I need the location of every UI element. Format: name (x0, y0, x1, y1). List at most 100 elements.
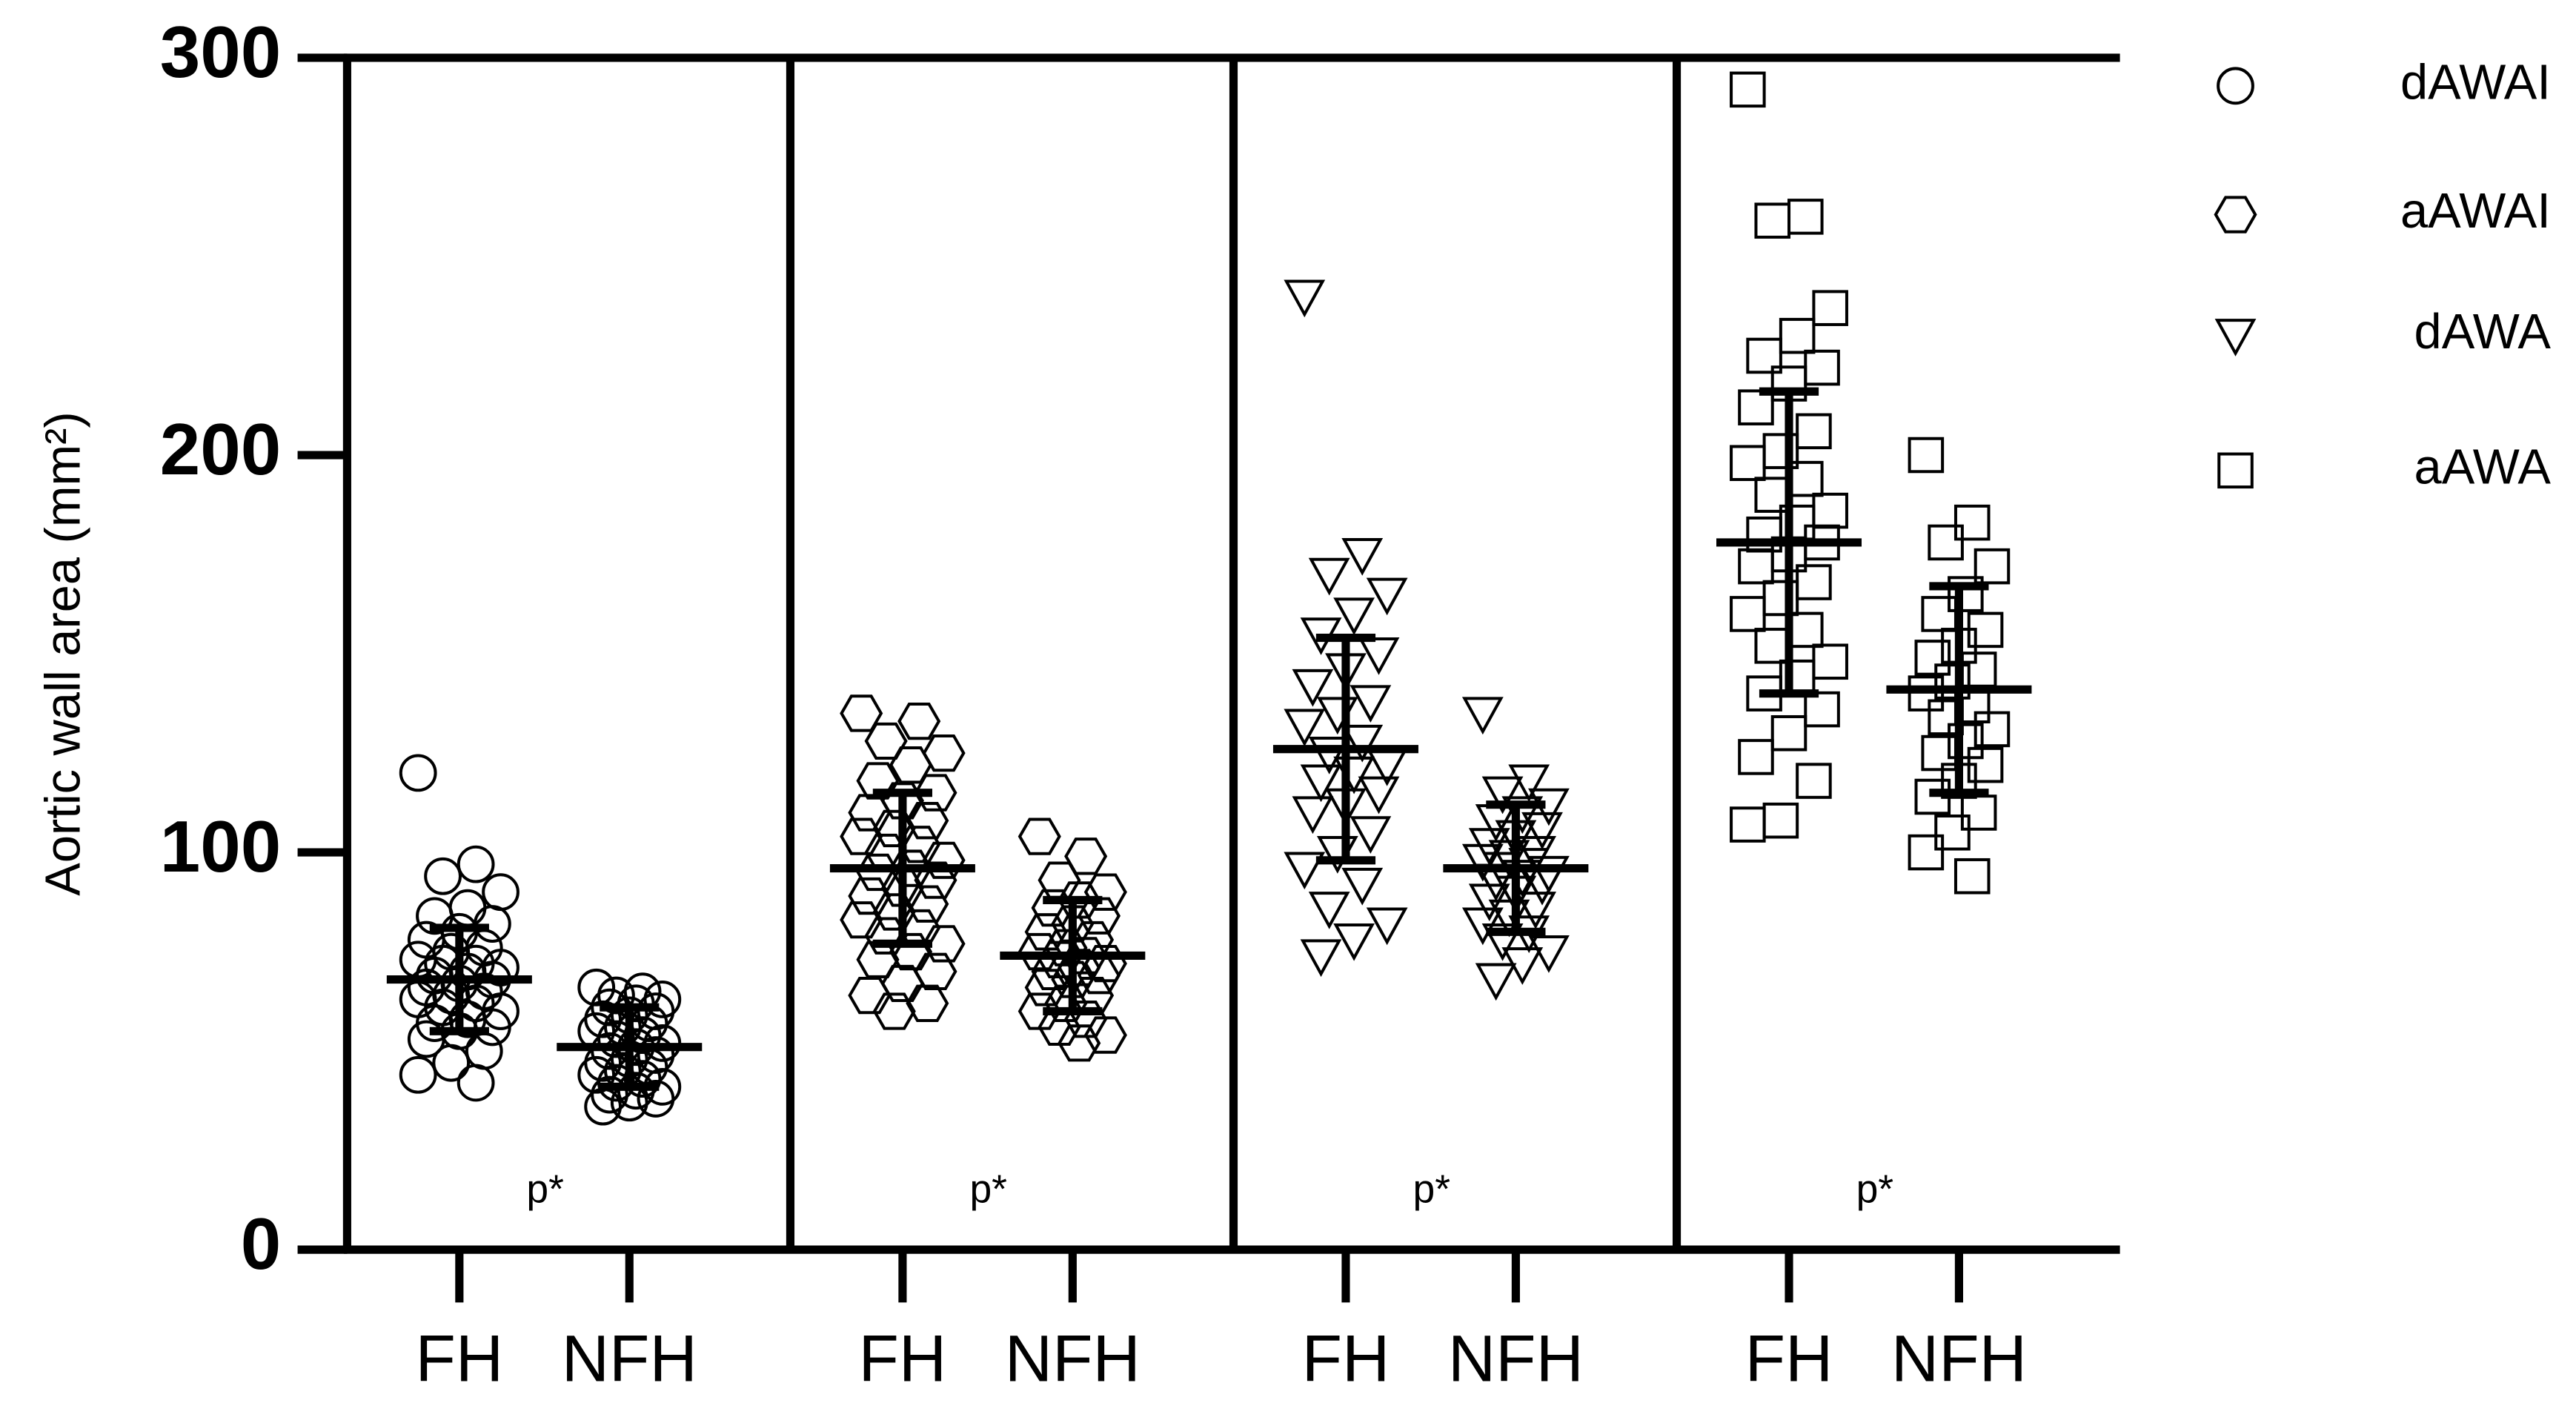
data-point (1754, 628, 1791, 664)
y-tick-label: 300 (160, 11, 282, 93)
data-point (457, 845, 495, 883)
data-point (1762, 802, 1799, 839)
data-point (1333, 597, 1375, 636)
y-tick-label: 200 (160, 408, 282, 490)
data-point (1292, 669, 1334, 707)
x-tick-label: FH (859, 1321, 947, 1395)
x-tick-label: NFH (1448, 1321, 1584, 1395)
data-point (1461, 697, 1504, 735)
data-point (872, 992, 916, 1030)
data-point (906, 885, 949, 923)
legend-marker (2214, 319, 2257, 356)
data-point (482, 873, 519, 912)
data-point (1754, 202, 1791, 239)
data-point (1358, 637, 1400, 675)
data-point (1974, 711, 2011, 748)
data-point (432, 1044, 471, 1082)
data-point (1308, 557, 1350, 596)
data-point (1077, 956, 1121, 995)
data-point (1292, 796, 1334, 835)
data-point (1770, 714, 1807, 752)
data-point (1350, 816, 1392, 854)
data-point (1908, 437, 1945, 474)
data-point (1934, 814, 1971, 851)
legend-label: aAWAI (2400, 184, 2551, 239)
data-point (1960, 795, 1997, 831)
data-point (1738, 739, 1774, 775)
data-point (1018, 817, 1061, 855)
data-point (1738, 389, 1774, 425)
data-point (448, 889, 487, 927)
data-point (1366, 907, 1408, 946)
data-point (1461, 843, 1504, 882)
data-point (1284, 279, 1326, 318)
data-point (1284, 852, 1326, 890)
data-point (1914, 640, 1951, 676)
data-point (1528, 935, 1570, 973)
data-point (1018, 992, 1061, 1030)
data-point (1948, 576, 1984, 612)
x-tick-label: NFH (562, 1321, 697, 1395)
data-point (1300, 939, 1342, 978)
data-point (637, 1080, 675, 1118)
annotation: p* (1856, 1167, 1894, 1211)
legend-marker (2217, 452, 2254, 489)
data-point (856, 762, 900, 800)
data-point (1730, 806, 1766, 843)
data-point (1730, 445, 1766, 482)
data-point (889, 932, 933, 971)
y-tick-label: 0 (241, 1203, 282, 1284)
data-point (1358, 776, 1400, 815)
data-point (906, 984, 949, 1022)
x-tick-label: FH (415, 1321, 503, 1395)
data-point (1481, 923, 1524, 961)
data-point (840, 901, 883, 939)
x-tick-label: NFH (1005, 1321, 1141, 1395)
data-point (897, 702, 941, 740)
data-point (1948, 723, 1984, 760)
data-point (1953, 858, 1991, 895)
data-point (914, 861, 957, 899)
data-point (1521, 812, 1563, 850)
data-point (864, 917, 908, 955)
legend-label: dAWA (2414, 305, 2552, 359)
data-point (1308, 737, 1350, 774)
data-point (407, 1020, 445, 1058)
data-point (399, 754, 437, 792)
data-point (1960, 651, 1997, 688)
data-point (1508, 764, 1550, 803)
annotation: p* (1413, 1167, 1451, 1211)
legend-label: aAWA (2414, 439, 2552, 494)
data-point (1730, 71, 1766, 108)
data-point (424, 857, 462, 895)
data-point (399, 1055, 437, 1094)
data-point (1730, 596, 1766, 632)
data-point (1804, 349, 1840, 386)
data-point (1934, 663, 1971, 700)
data-point (577, 968, 616, 1006)
data-point (1921, 596, 1957, 632)
data-point (1333, 923, 1375, 961)
data-point (1804, 691, 1840, 728)
data-point (1341, 867, 1384, 906)
data-point (1366, 577, 1408, 616)
data-point (1300, 764, 1342, 803)
data-point (1284, 709, 1326, 747)
data-point (1350, 685, 1392, 723)
data-point (1746, 337, 1782, 374)
legend-marker (2214, 196, 2257, 233)
data-point (1341, 537, 1384, 576)
data-point (1796, 413, 1832, 450)
data-point (1908, 834, 1945, 871)
data-point (906, 802, 949, 840)
data-point (864, 722, 908, 760)
data-point (1515, 892, 1556, 929)
legend-label: dAWAI (2400, 55, 2551, 110)
data-point (1058, 1024, 1101, 1062)
data-point (1812, 290, 1848, 326)
annotation: p* (969, 1167, 1007, 1211)
data-point (1341, 724, 1384, 763)
data-point (1083, 1016, 1127, 1054)
data-point (1953, 504, 1991, 541)
